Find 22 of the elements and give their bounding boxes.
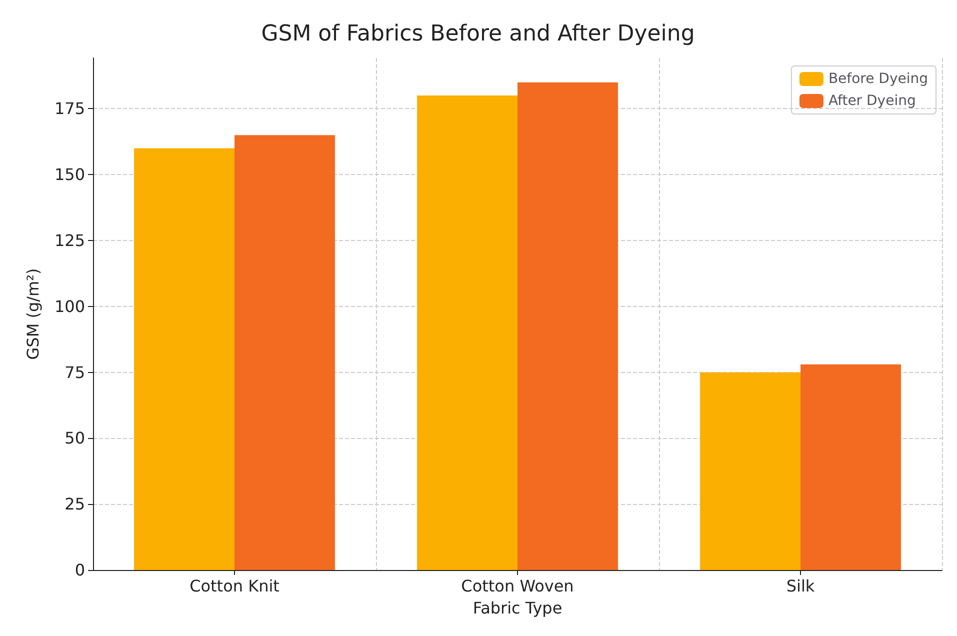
- y-tick-label: 75: [64, 362, 85, 382]
- y-axis-title: GSM (g/m²): [24, 268, 42, 360]
- legend-label: Before Dyeing: [828, 71, 928, 87]
- bar: [800, 364, 901, 570]
- x-axis-title: Fabric Type: [472, 598, 562, 618]
- y-tick-label: 50: [64, 428, 85, 448]
- y-tick-label: 175: [54, 99, 85, 118]
- y-tick-label: 100: [54, 296, 85, 316]
- legend-label: After Dyeing: [828, 93, 916, 109]
- bar: [417, 96, 518, 570]
- bar: [234, 135, 335, 570]
- x-tick-label: Cotton Knit: [190, 576, 280, 596]
- bar: [518, 82, 618, 570]
- y-tick-label: 0: [74, 560, 85, 580]
- bar: [700, 372, 800, 570]
- y-tick-label: 150: [54, 165, 85, 184]
- y-tick-label: 25: [64, 494, 85, 514]
- x-tick-label: Silk: [786, 576, 816, 596]
- bar: [134, 148, 234, 570]
- chart-title: GSM of Fabrics Before and After Dyeing: [261, 22, 695, 46]
- y-tick-label: 125: [54, 231, 85, 250]
- x-tick-label: Cotton Woven: [461, 576, 574, 596]
